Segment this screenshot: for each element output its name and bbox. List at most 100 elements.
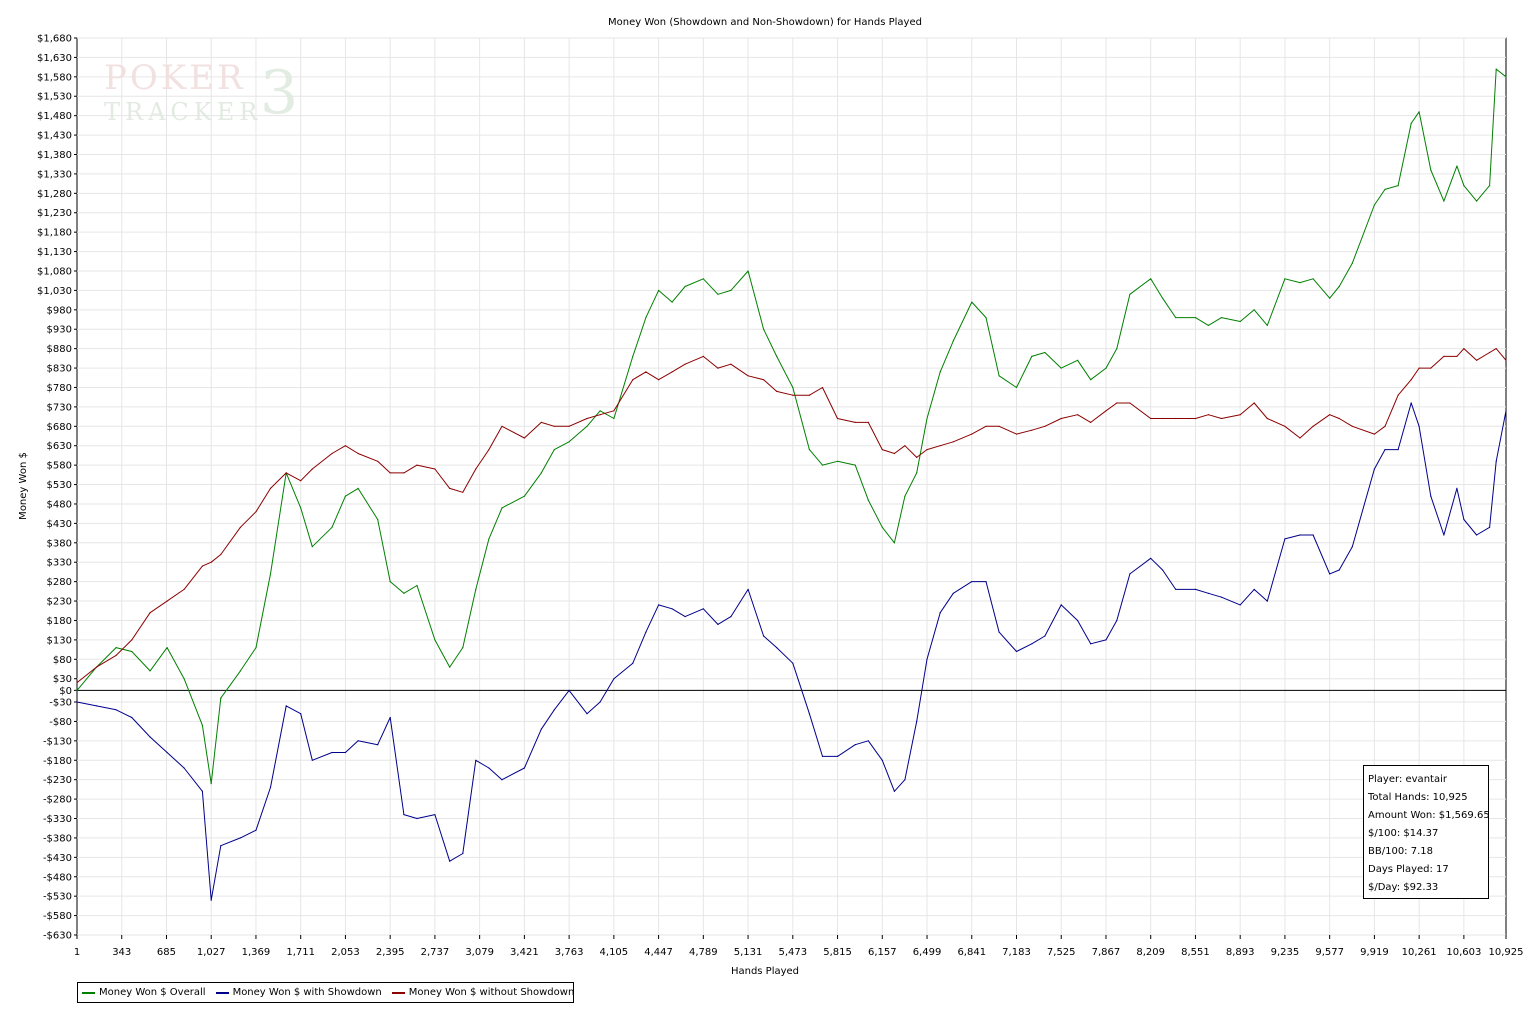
data-point-overall	[1418, 111, 1420, 113]
data-point-showdown	[434, 814, 436, 816]
data-point-showdown	[916, 720, 918, 723]
data-point-overall	[449, 666, 451, 668]
data-point-non-showdown	[568, 425, 570, 427]
data-point-overall	[166, 647, 168, 649]
data-point-showdown	[1463, 518, 1465, 521]
data-point-showdown	[389, 716, 391, 719]
x-tick-label: 3,421	[510, 947, 539, 958]
data-point-non-showdown	[131, 639, 133, 641]
grid-lines	[77, 37, 1506, 936]
y-tick-label: $130	[47, 635, 72, 646]
data-point-showdown	[1175, 588, 1177, 591]
pokertracker-logo-watermark: POKER TRACKER 3	[100, 58, 300, 130]
data-point-showdown	[1031, 643, 1033, 645]
data-point-non-showdown	[1384, 425, 1386, 427]
data-point-non-showdown	[836, 417, 839, 420]
x-tick-label: 1,369	[242, 947, 271, 958]
data-point-non-showdown	[462, 491, 464, 493]
stat-per-100: $/100: $14.37	[1368, 828, 1439, 839]
data-point-showdown	[776, 647, 778, 649]
data-point-non-showdown	[854, 421, 856, 423]
data-point-showdown	[1266, 600, 1268, 602]
data-point-showdown	[1410, 402, 1412, 404]
plot-area	[76, 37, 1507, 936]
data-point-overall	[586, 425, 588, 427]
data-point-showdown	[808, 713, 811, 715]
x-tick-label: 343	[112, 947, 131, 958]
data-point-non-showdown	[1266, 417, 1268, 420]
y-tick-label: $680	[47, 422, 72, 433]
data-point-overall	[939, 371, 941, 373]
x-tick-label: 10,925	[1489, 947, 1524, 958]
y-tick-label: $1,630	[37, 53, 72, 64]
data-point-non-showdown	[1489, 351, 1491, 354]
data-point-overall	[1495, 68, 1497, 70]
legend-item-overall: Money Won $ Overall	[82, 987, 206, 998]
data-point-non-showdown	[183, 588, 185, 591]
data-point-non-showdown	[300, 480, 302, 482]
x-tick-label: 3,079	[465, 947, 494, 958]
data-point-overall	[904, 495, 906, 497]
series-showdown	[76, 402, 1507, 901]
data-point-showdown	[763, 635, 765, 637]
data-point-non-showdown	[1129, 402, 1131, 404]
data-point-showdown	[416, 817, 418, 820]
series-non-showdown	[76, 348, 1507, 684]
data-point-overall	[475, 588, 477, 591]
data-point-showdown	[717, 623, 719, 626]
data-point-showdown	[1220, 596, 1223, 598]
data-point-showdown	[867, 740, 869, 742]
chart-title: Money Won (Showdown and Non-Showdown) fo…	[608, 17, 922, 28]
data-point-showdown	[331, 751, 333, 754]
data-point-non-showdown	[389, 472, 391, 474]
y-tick-label: $1,180	[37, 228, 72, 239]
x-axis-ticks: 1 343 685 1,027 1,369 1,711 2,053 2,395 2,737 3,0…	[74, 935, 1524, 958]
data-point-overall	[671, 301, 673, 303]
series-overall	[76, 68, 1507, 785]
data-point-overall	[131, 650, 133, 653]
data-point-showdown	[684, 616, 686, 618]
data-point-overall	[344, 495, 346, 497]
data-point-showdown	[269, 786, 272, 789]
data-point-overall	[1476, 200, 1478, 202]
data-point-overall	[613, 417, 615, 420]
data-point-showdown	[568, 689, 570, 692]
data-point-non-showdown	[331, 452, 333, 455]
data-point-non-showdown	[1116, 402, 1118, 404]
data-point-overall	[501, 507, 503, 509]
data-point-non-showdown	[747, 375, 749, 377]
x-tick-label: 4,789	[689, 947, 718, 958]
data-point-overall	[916, 472, 918, 474]
data-point-overall	[658, 289, 660, 291]
data-point-showdown	[403, 814, 405, 816]
data-point-showdown	[115, 709, 117, 711]
data-point-non-showdown	[893, 452, 896, 455]
data-point-showdown	[926, 658, 928, 660]
data-point-overall	[952, 340, 954, 342]
data-point-overall	[1129, 293, 1131, 295]
data-point-showdown	[1397, 449, 1399, 451]
data-point-non-showdown	[658, 379, 660, 381]
data-point-showdown	[1495, 460, 1497, 462]
y-tick-label: -$180	[43, 756, 72, 767]
data-point-overall	[1060, 367, 1062, 369]
data-point-overall	[776, 355, 778, 357]
data-point-showdown	[1194, 588, 1197, 591]
data-point-non-showdown	[210, 561, 212, 563]
data-point-non-showdown	[1044, 425, 1046, 427]
data-point-overall	[568, 441, 570, 443]
data-point-showdown	[344, 751, 346, 754]
legend-item-non-showdown: Money Won $ without Showdown	[391, 987, 574, 998]
y-tick-label: -$80	[49, 717, 72, 728]
data-point-showdown	[893, 790, 896, 792]
y-tick-label: $730	[47, 402, 72, 413]
data-point-overall	[239, 670, 241, 672]
data-point-showdown	[1373, 468, 1375, 470]
data-point-showdown	[1162, 569, 1164, 571]
y-tick-label: -$330	[43, 814, 72, 825]
data-point-overall	[854, 464, 856, 466]
data-point-showdown	[449, 860, 451, 862]
data-point-overall	[488, 538, 490, 540]
x-tick-label: 6,841	[957, 947, 986, 958]
data-point-overall	[462, 647, 464, 649]
